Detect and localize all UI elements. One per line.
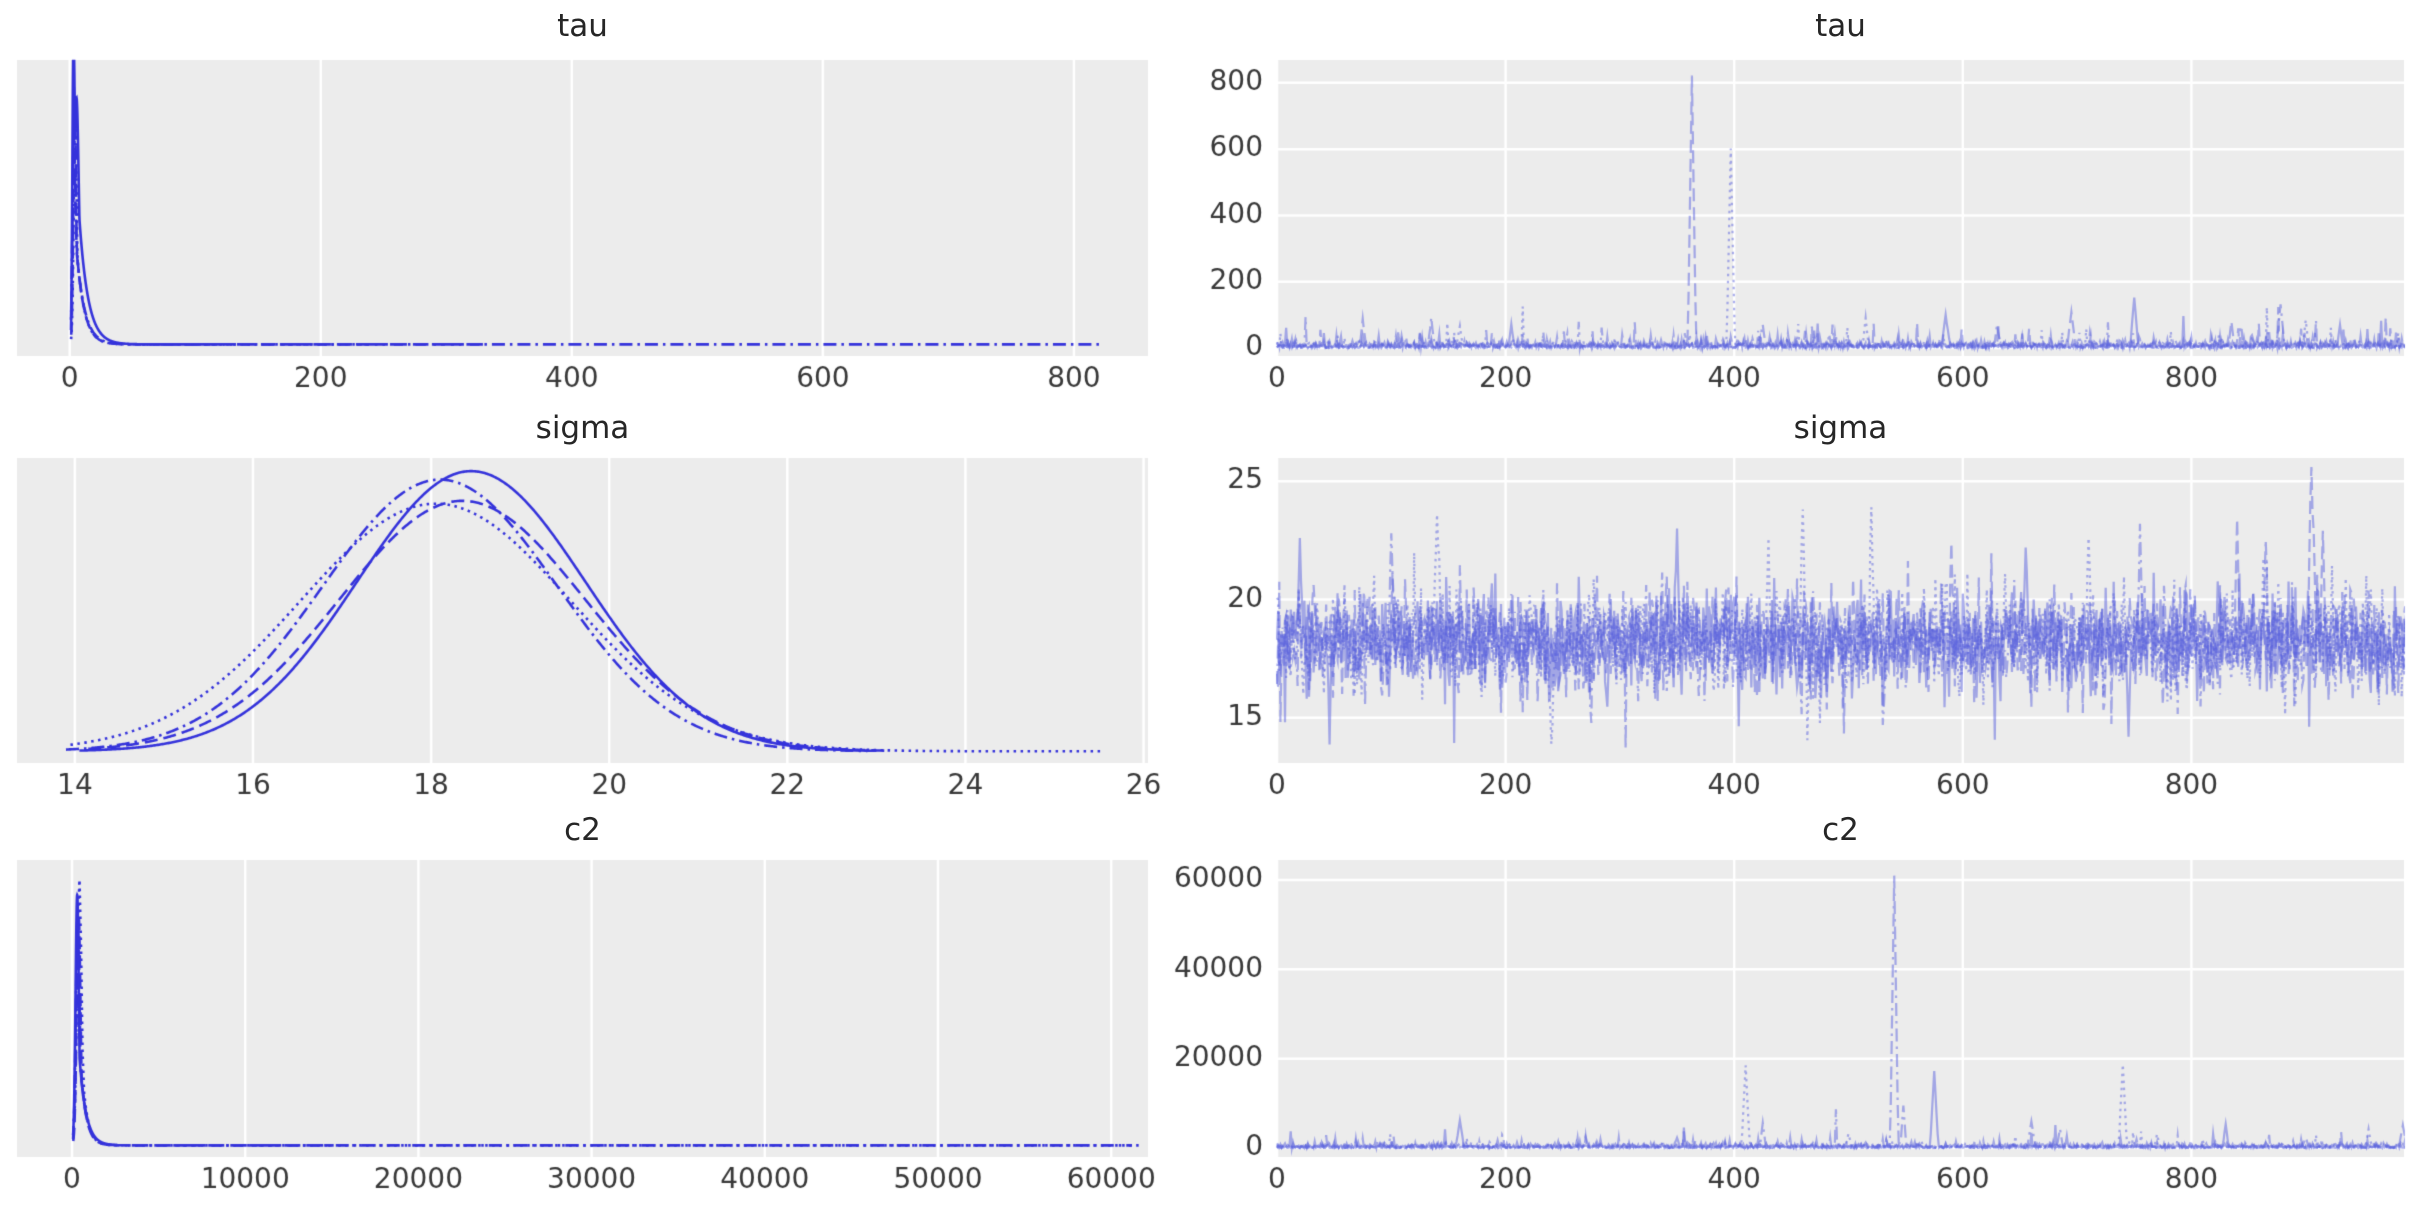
tau-trace-title: tau <box>1815 8 1866 44</box>
sigma-trace-title: sigma <box>1793 410 1888 446</box>
sigma-density-plot <box>0 407 1165 814</box>
sigma-density-title: sigma <box>535 410 630 446</box>
c2-trace-plot <box>1165 814 2423 1223</box>
c2-trace-title: c2 <box>1822 812 1859 848</box>
c2-density-title: c2 <box>564 812 601 848</box>
tau-density-title: tau <box>557 8 608 44</box>
c2-density-plot <box>0 814 1165 1223</box>
sigma-trace-plot <box>1165 407 2423 814</box>
tau-trace-plot <box>1165 0 2423 407</box>
tau-density-plot <box>0 0 1165 407</box>
